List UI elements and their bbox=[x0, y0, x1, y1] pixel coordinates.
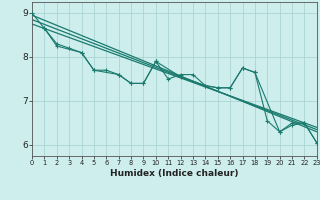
X-axis label: Humidex (Indice chaleur): Humidex (Indice chaleur) bbox=[110, 169, 239, 178]
